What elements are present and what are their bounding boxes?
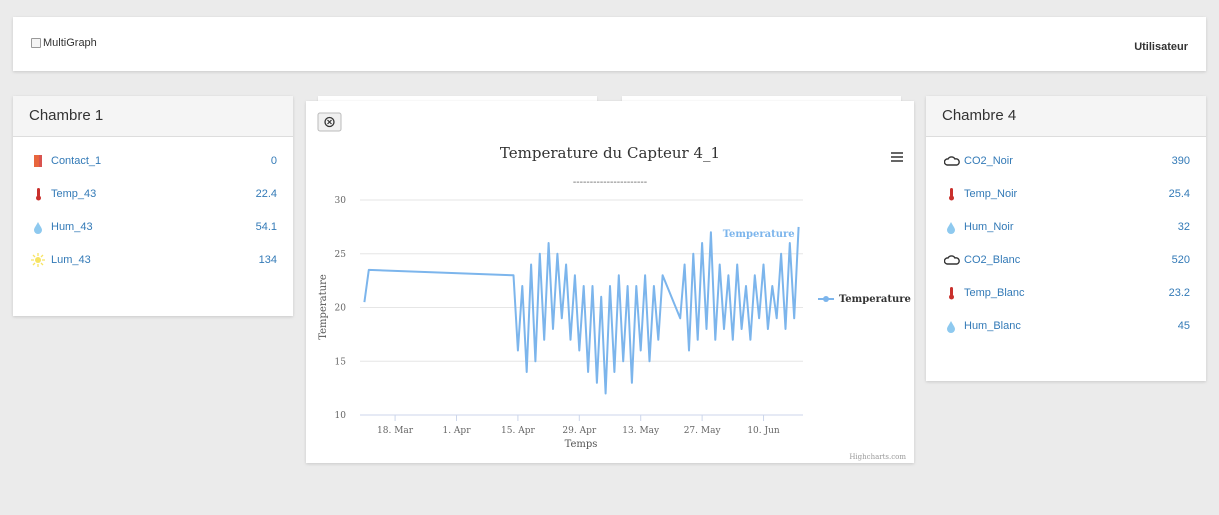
chart-subtitle: ---------------------- <box>573 177 647 188</box>
y-axis-label: Temperature <box>318 274 329 340</box>
sensor-name: Hum_Noir <box>964 221 1014 233</box>
sensor-row[interactable]: Temp_Noir 25.4 <box>944 186 1190 202</box>
legend-label: Temperature <box>839 294 911 305</box>
sensor-value: 32 <box>1177 221 1190 233</box>
icon-cloud <box>944 156 960 166</box>
sensor-row[interactable]: Lum_43 134 <box>31 252 277 268</box>
sensor-name: Lum_43 <box>51 254 91 266</box>
room-panel: Chambre 4 CO2_Noir 390 Temp_Noir 25.4 Hum_No… <box>926 96 1206 381</box>
panel-title: Chambre 4 <box>926 96 1206 137</box>
room-panel: Chambre 1 Contact_1 0 Temp_43 22.4 Hum_43 54.… <box>13 96 293 316</box>
sensor-name: CO2_Noir <box>964 155 1013 167</box>
chart-title: Temperature du Capteur 4_1 <box>500 144 720 162</box>
icon-drop <box>947 321 955 333</box>
sensor-name: Temp_43 <box>51 188 97 200</box>
sensor-name: Contact_1 <box>51 155 102 167</box>
y-tick-label: 25 <box>335 250 347 260</box>
chart: Temperature du Capteur 4_1 -------------… <box>317 112 911 461</box>
sensor-value: 0 <box>270 155 277 167</box>
sensor-row[interactable]: CO2_Blanc 520 <box>944 252 1190 268</box>
checkbox-label: MultiGraph <box>43 37 97 49</box>
icon-sun <box>31 253 45 267</box>
sensor-name: CO2_Blanc <box>964 254 1021 266</box>
sensor-row[interactable]: Contact_1 0 <box>31 153 277 169</box>
sensor-value: 134 <box>258 254 277 266</box>
y-tick-label: 30 <box>335 196 347 206</box>
menu-button[interactable] <box>891 152 903 162</box>
sensor-value: 390 <box>1171 155 1190 167</box>
sensor-row[interactable]: Temp_43 22.4 <box>31 186 277 202</box>
icon-thermo <box>949 188 954 201</box>
sensor-name: Temp_Noir <box>964 188 1018 200</box>
sensor-name: Hum_43 <box>51 221 93 233</box>
sensor-value: 22.4 <box>255 188 277 200</box>
sensor-row[interactable]: Hum_Noir 32 <box>944 219 1190 235</box>
legend-symbol <box>823 296 829 302</box>
icon-cloud <box>944 255 960 265</box>
credits: Highcharts.com <box>849 453 906 461</box>
x-tick-label: 27. May <box>684 426 722 436</box>
sensor-row[interactable]: Hum_Blanc 45 <box>944 318 1190 334</box>
sensor-value: 54.1 <box>255 221 277 233</box>
top-bar: MultiGraph Utilisateur <box>13 17 1206 71</box>
sensor-value: 25.4 <box>1168 188 1190 200</box>
sensor-row[interactable]: CO2_Noir 390 <box>944 153 1190 169</box>
panel-title: Chambre 1 <box>13 96 293 137</box>
sensor-row[interactable]: Hum_43 54.1 <box>31 219 277 235</box>
icon-drop <box>947 222 955 234</box>
multigraph-checkbox[interactable]: MultiGraph <box>31 37 97 49</box>
tab <box>622 96 901 102</box>
x-tick-label: 15. Apr <box>501 426 535 436</box>
sensor-value: 45 <box>1177 320 1190 332</box>
icon-drop <box>34 222 42 234</box>
tab <box>318 96 597 102</box>
data-line <box>363 226 800 395</box>
user-menu[interactable]: Utilisateur <box>1134 41 1188 53</box>
icon-thermo <box>36 188 41 201</box>
icon-thermo <box>949 287 954 300</box>
x-tick-label: 13. May <box>622 426 660 436</box>
x-tick-label: 29. Apr <box>562 426 596 436</box>
sensor-name: Hum_Blanc <box>964 320 1021 332</box>
icon-door <box>34 155 42 167</box>
x-tick-label: 10. Jun <box>747 426 780 436</box>
x-axis-label: Temps <box>565 439 598 450</box>
chart-card: Temperature du Capteur 4_1 -------------… <box>306 101 914 463</box>
x-tick-label: 1. Apr <box>442 426 471 436</box>
y-tick-label: 10 <box>335 411 347 421</box>
sensor-name: Temp_Blanc <box>964 287 1025 299</box>
checkbox[interactable] <box>31 38 41 48</box>
x-tick-label: 18. Mar <box>377 426 414 436</box>
sensor-row[interactable]: Temp_Blanc 23.2 <box>944 285 1190 301</box>
y-tick-label: 15 <box>335 357 347 367</box>
y-tick-label: 20 <box>335 304 347 314</box>
series-label: Temperature <box>723 229 795 240</box>
sensor-value: 23.2 <box>1168 287 1190 299</box>
sensor-value: 520 <box>1171 254 1190 266</box>
close-icon <box>324 116 335 128</box>
close-icon <box>327 119 332 125</box>
